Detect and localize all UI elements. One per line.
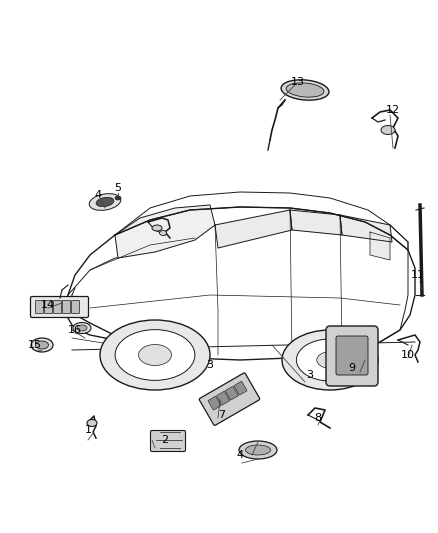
FancyBboxPatch shape	[63, 301, 71, 313]
Ellipse shape	[115, 196, 121, 200]
Ellipse shape	[89, 193, 121, 211]
FancyBboxPatch shape	[336, 336, 368, 375]
Text: 1: 1	[85, 425, 92, 435]
FancyBboxPatch shape	[234, 381, 247, 395]
FancyBboxPatch shape	[45, 301, 53, 313]
FancyBboxPatch shape	[225, 386, 238, 400]
Ellipse shape	[282, 330, 378, 390]
Polygon shape	[215, 210, 292, 248]
Ellipse shape	[31, 338, 53, 352]
Text: 2: 2	[162, 435, 169, 445]
Text: 12: 12	[386, 105, 400, 115]
Ellipse shape	[35, 341, 49, 349]
FancyBboxPatch shape	[217, 391, 230, 405]
Ellipse shape	[115, 329, 195, 381]
Polygon shape	[65, 207, 415, 360]
FancyBboxPatch shape	[208, 397, 221, 410]
Text: 8: 8	[314, 413, 321, 423]
Ellipse shape	[281, 80, 329, 100]
Ellipse shape	[152, 225, 162, 231]
FancyBboxPatch shape	[71, 301, 80, 313]
Text: 10: 10	[401, 350, 415, 360]
Text: 7: 7	[219, 410, 226, 420]
Polygon shape	[340, 215, 392, 242]
FancyBboxPatch shape	[326, 326, 378, 386]
Ellipse shape	[138, 344, 172, 366]
FancyBboxPatch shape	[31, 296, 88, 318]
Ellipse shape	[77, 325, 87, 331]
Text: 3: 3	[307, 370, 314, 380]
Ellipse shape	[381, 125, 395, 134]
Ellipse shape	[286, 83, 324, 97]
Text: 3: 3	[206, 360, 213, 370]
FancyBboxPatch shape	[199, 373, 260, 425]
Text: 4: 4	[95, 190, 102, 200]
Text: 16: 16	[68, 325, 82, 335]
FancyBboxPatch shape	[53, 301, 61, 313]
Text: 11: 11	[411, 270, 425, 280]
FancyBboxPatch shape	[151, 431, 186, 451]
Text: 14: 14	[41, 300, 55, 310]
Ellipse shape	[87, 419, 97, 426]
Polygon shape	[290, 210, 342, 235]
Ellipse shape	[159, 230, 166, 236]
Text: 9: 9	[349, 363, 356, 373]
Ellipse shape	[96, 197, 114, 207]
Ellipse shape	[239, 441, 277, 459]
Ellipse shape	[246, 445, 271, 455]
Text: 5: 5	[114, 183, 121, 193]
Polygon shape	[370, 232, 390, 260]
Ellipse shape	[73, 322, 91, 334]
Ellipse shape	[317, 352, 343, 368]
FancyBboxPatch shape	[35, 301, 43, 313]
Ellipse shape	[100, 320, 210, 390]
Text: 15: 15	[28, 340, 42, 350]
Ellipse shape	[297, 339, 364, 381]
Polygon shape	[115, 205, 215, 258]
Text: 13: 13	[291, 77, 305, 87]
Text: 4: 4	[237, 450, 244, 460]
